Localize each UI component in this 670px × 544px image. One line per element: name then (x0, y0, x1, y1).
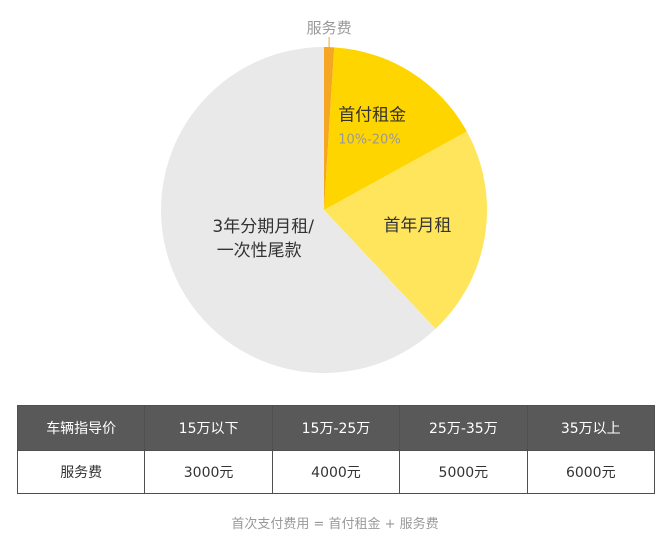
pie-slice-service-fee (324, 46, 335, 210)
slice-label-down-payment: 首付租金 (338, 106, 406, 126)
table-row: 服务费 3000元 4000元 5000元 6000元 (16, 450, 656, 494)
table-cell: 服务费 (16, 450, 146, 494)
slice-label-first-year-rent: 首年月租 (383, 216, 451, 236)
table-header-cell: 15万-25万 (271, 405, 401, 451)
table-header-cell: 车辆指导价 (16, 405, 146, 451)
table-cell: 5000元 (399, 450, 528, 494)
table-cell: 6000元 (526, 450, 656, 494)
table-cell: 3000元 (144, 450, 273, 494)
pie-slice-down-payment (324, 47, 467, 210)
table-header-cell: 15万以下 (144, 405, 273, 451)
slice-label-service-fee: 服务费 (307, 19, 352, 37)
pie-slice-installment (160, 46, 436, 373)
slice-sublabel-down-payment: 10%-20% (338, 133, 400, 148)
pie-chart: 服务费 首付租金 10%-20% 首年月租 3年分期月租/ 一次性尾款 (160, 19, 488, 373)
slice-label-installment-line2: 一次性尾款 (217, 241, 302, 261)
slice-label-installment-line1: 3年分期月租/ (212, 217, 314, 237)
table-header-cell: 35万以上 (526, 405, 656, 451)
table-cell: 4000元 (271, 450, 401, 494)
pie-slice-first-year-rent (324, 131, 488, 329)
payment-formula: 首次支付费用 = 首付租金 + 服务费 (231, 517, 439, 532)
table-header-cell: 25万-35万 (399, 405, 528, 451)
table-header-row: 车辆指导价 15万以下 15万-25万 25万-35万 35万以上 (16, 405, 656, 451)
service-fee-table: 车辆指导价 15万以下 15万-25万 25万-35万 35万以上 服务费 30… (16, 405, 656, 494)
